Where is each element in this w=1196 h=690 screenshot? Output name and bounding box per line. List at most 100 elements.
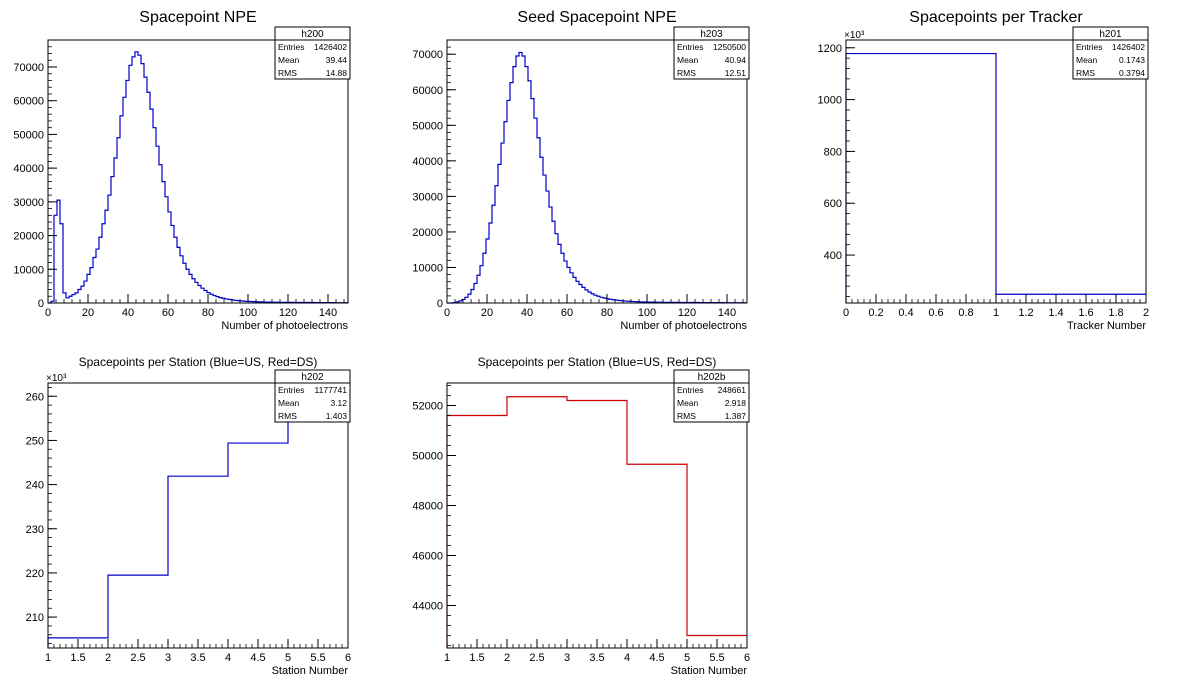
stats-row-value: 1177741 [315, 385, 348, 395]
histogram-panel-h202b: Spacepoints per Station (Blue=US, Red=DS… [412, 355, 750, 677]
y-tick-label: 250 [26, 435, 44, 447]
stats-row-value: 39.44 [326, 55, 348, 65]
stats-row-value: 12.51 [725, 68, 747, 78]
x-tick-label: 6 [744, 652, 750, 664]
y-tick-label: 260 [26, 391, 44, 403]
y-tick-label: 50000 [13, 129, 44, 141]
stats-row-value: 14.88 [326, 68, 348, 78]
x-tick-label: 40 [122, 307, 134, 319]
x-tick-label: 5.5 [310, 652, 325, 664]
x-tick-label: 4.5 [250, 652, 265, 664]
x-tick-label: 3.5 [190, 652, 205, 664]
stats-row-label: Entries [278, 385, 304, 395]
x-tick-label: 1 [444, 652, 450, 664]
x-tick-label: 3.5 [589, 652, 604, 664]
y-tick-label: 600 [824, 198, 842, 210]
x-tick-label: 120 [678, 307, 696, 319]
x-axis-label: Tracker Number [1067, 320, 1146, 332]
plot-frame [446, 39, 748, 304]
x-tick-label: 20 [82, 307, 94, 319]
x-tick-label: 1.4 [1048, 307, 1063, 319]
y-tick-label: 20000 [13, 231, 44, 243]
x-tick-label: 3 [564, 652, 570, 664]
x-tick-label: 1.8 [1108, 307, 1123, 319]
x-axis-label: Number of photoelectrons [620, 320, 747, 332]
y-tick-label: 40000 [13, 163, 44, 175]
x-tick-label: 0 [444, 307, 450, 319]
x-tick-label: 60 [561, 307, 573, 319]
x-tick-label: 80 [202, 307, 214, 319]
x-tick-label: 1.6 [1078, 307, 1093, 319]
x-tick-label: 0 [45, 307, 51, 319]
stats-box-frame [673, 26, 750, 80]
y-tick-label: 46000 [412, 551, 443, 563]
x-tick-label: 2 [105, 652, 111, 664]
stats-row-value: 1250500 [713, 42, 746, 52]
plot-frame [446, 382, 748, 649]
stats-box-name: h202b [698, 372, 726, 383]
x-tick-label: 1.2 [1018, 307, 1033, 319]
x-tick-label: 2.5 [529, 652, 544, 664]
x-axis-label: Number of photoelectrons [221, 320, 348, 332]
stats-row-label: Entries [677, 385, 703, 395]
stats-row-label: Mean [677, 398, 699, 408]
histogram-panel-h201: Spacepoints per Tracker 0 0.2 0.4 0.6 0.8 1 1.2… [818, 9, 1150, 332]
chart-title: Spacepoints per Tracker [909, 9, 1083, 26]
stats-row-value: 1.403 [326, 411, 348, 421]
y-tick-label: 0 [437, 298, 443, 310]
y-tick-label: 0 [38, 298, 44, 310]
stats-box: h202 Entries 1177741 Mean 3.12 RMS 1.403 [274, 369, 351, 423]
x-tick-label: 5.5 [709, 652, 724, 664]
x-tick-label: 0.8 [958, 307, 973, 319]
plot-frame [47, 39, 349, 304]
histogram-line [446, 396, 747, 648]
y-tick-label: 800 [824, 146, 842, 158]
stats-row-value: 3.12 [330, 398, 347, 408]
chart-title: Spacepoints per Station (Blue=US, Red=DS… [478, 355, 717, 369]
stats-row-label: RMS [278, 68, 297, 78]
x-tick-label: 0.4 [898, 307, 913, 319]
y-tick-label: 52000 [412, 401, 443, 413]
y-tick-label: 48000 [412, 501, 443, 513]
x-tick-label: 4 [225, 652, 231, 664]
x-tick-label: 0 [843, 307, 849, 319]
histogram-line [47, 390, 348, 648]
stats-row-value: 40.94 [725, 55, 747, 65]
y-tick-label: 60000 [13, 96, 44, 108]
x-tick-label: 60 [162, 307, 174, 319]
x-tick-label: 5 [285, 652, 291, 664]
y-tick-label: 50000 [412, 451, 443, 463]
stats-box-frame [274, 369, 351, 423]
y-tick-label: 1000 [818, 95, 842, 107]
y-tick-label: 30000 [412, 191, 443, 203]
y-tick-label: 10000 [13, 264, 44, 276]
x-tick-label: 100 [239, 307, 257, 319]
stats-row-label: Mean [278, 55, 300, 65]
histogram-line [48, 51, 348, 304]
stats-box: h203 Entries 1250500 Mean 40.94 RMS 12.51 [673, 26, 750, 80]
x-tick-label: 1.5 [70, 652, 85, 664]
y-tick-label: 40000 [412, 156, 443, 168]
x-tick-label: 120 [279, 307, 297, 319]
y-tick-label: 10000 [412, 262, 443, 274]
x-tick-label: 1 [993, 307, 999, 319]
stats-box: h202b Entries 248661 Mean 2.918 RMS 1.387 [673, 369, 750, 423]
stats-row-value: 2.918 [725, 398, 747, 408]
y-tick-label: 30000 [13, 197, 44, 209]
x-tick-label: 100 [638, 307, 656, 319]
chart-title: Spacepoint NPE [139, 9, 256, 26]
y-axis-multiplier: ×10³ [844, 30, 865, 41]
histogram-panel-h202: Spacepoints per Station (Blue=US, Red=DS… [26, 355, 351, 677]
stats-row-value: 0.3794 [1119, 68, 1145, 78]
x-tick-label: 5 [684, 652, 690, 664]
plot-frame [47, 382, 349, 649]
stats-box-name: h200 [301, 29, 324, 40]
stats-box: h201 Entries 1426402 Mean 0.1743 RMS 0.3794 [1072, 26, 1149, 80]
y-tick-label: 230 [26, 524, 44, 536]
stats-box-name: h203 [700, 29, 723, 40]
y-tick-label: 210 [26, 612, 44, 624]
stats-row-label: RMS [677, 68, 696, 78]
y-tick-label: 44000 [412, 601, 443, 613]
x-tick-label: 20 [481, 307, 493, 319]
